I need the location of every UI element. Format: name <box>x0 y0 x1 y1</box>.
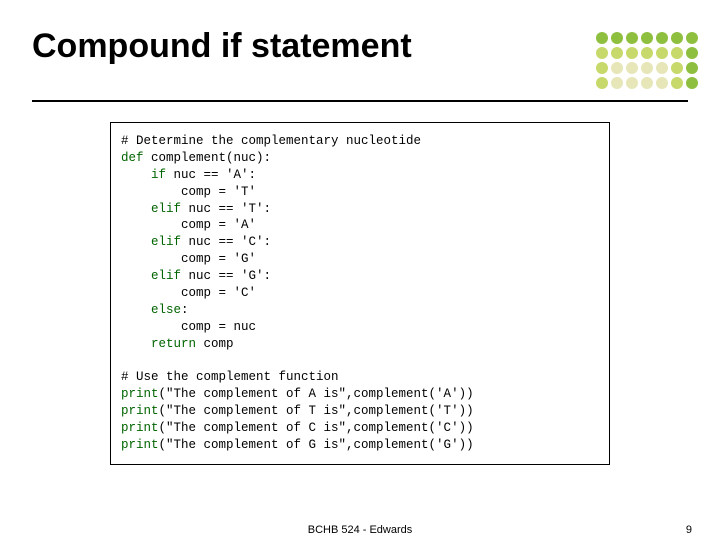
code-block: # Determine the complementary nucleotide… <box>110 122 610 465</box>
corner-dots <box>596 32 698 92</box>
footer-center: BCHB 524 - Edwards <box>308 524 413 536</box>
title-row: Compound if statement <box>32 28 688 102</box>
slide-title: Compound if statement <box>32 28 412 65</box>
page-number: 9 <box>686 524 692 536</box>
